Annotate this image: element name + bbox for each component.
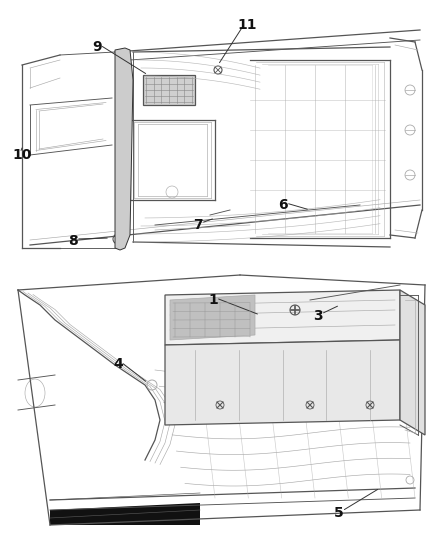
Text: 9: 9 bbox=[92, 40, 102, 54]
Text: 10: 10 bbox=[12, 148, 32, 162]
Polygon shape bbox=[170, 295, 255, 340]
Text: 3: 3 bbox=[313, 309, 323, 323]
Text: 1: 1 bbox=[208, 293, 218, 307]
Text: 4: 4 bbox=[113, 357, 123, 371]
Text: 7: 7 bbox=[193, 218, 203, 232]
Text: 5: 5 bbox=[334, 506, 344, 520]
Polygon shape bbox=[115, 48, 133, 250]
Text: 8: 8 bbox=[68, 234, 78, 248]
Polygon shape bbox=[165, 290, 400, 345]
Polygon shape bbox=[165, 340, 400, 425]
Text: 6: 6 bbox=[278, 198, 288, 212]
Polygon shape bbox=[400, 290, 425, 435]
Text: 11: 11 bbox=[237, 18, 257, 32]
FancyBboxPatch shape bbox=[143, 75, 195, 105]
Polygon shape bbox=[50, 503, 200, 525]
